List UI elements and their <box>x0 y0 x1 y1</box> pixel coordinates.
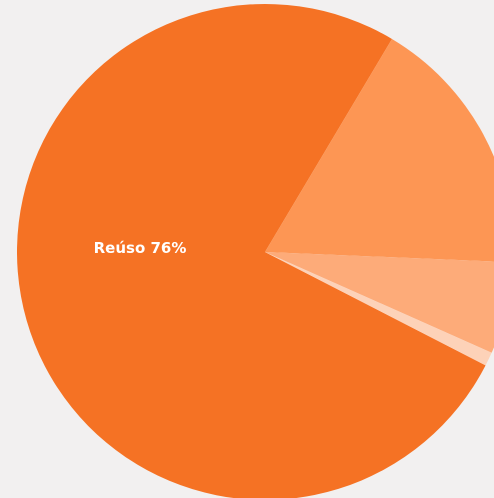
pie-slice <box>265 252 492 366</box>
slice-category: Reúso <box>94 239 146 257</box>
slice-label: Reúso 76% <box>94 239 187 257</box>
pie-slice <box>17 4 486 498</box>
slice-value: 76% <box>150 239 186 257</box>
pie-slice <box>265 38 494 262</box>
pie-slice <box>265 252 494 353</box>
pie <box>17 4 494 498</box>
